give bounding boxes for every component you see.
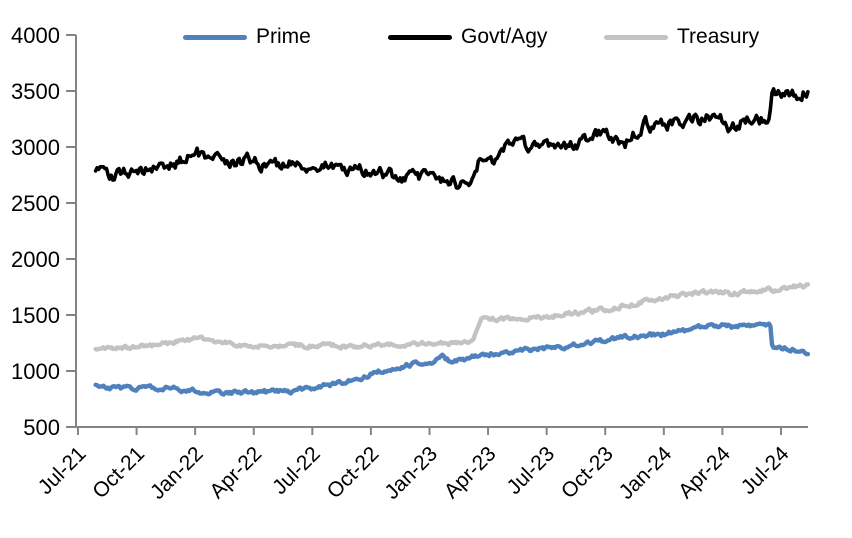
y-tick-label: 500 (23, 415, 60, 440)
x-tick-label: Jul-22 (268, 442, 325, 499)
legend-label-treasury: Treasury (677, 25, 760, 48)
y-tick-label: 3500 (11, 79, 60, 104)
legend-item-govt-agy: Govt/Agy (388, 24, 547, 50)
legend-swatch-treasury (604, 34, 668, 40)
chart-legend: Prime Govt/Agy Treasury (0, 24, 852, 50)
legend-item-treasury: Treasury (604, 24, 759, 50)
legend-label-prime: Prime (256, 25, 311, 48)
y-tick-label: 2000 (11, 247, 60, 272)
legend-label-govt-agy: Govt/Agy (461, 25, 548, 48)
legend-swatch-govt-agy (388, 34, 452, 40)
x-tick-label: Jan-23 (380, 442, 442, 504)
x-tick-label: Oct-22 (323, 442, 384, 503)
x-tick-label: Jan-22 (146, 442, 208, 504)
x-tick-label: Apr-22 (205, 442, 266, 503)
legend-swatch-prime (183, 34, 247, 40)
x-tick-label: Jul-24 (737, 442, 794, 499)
y-tick-label: 1500 (11, 303, 60, 328)
x-tick-label: Apr-23 (440, 442, 501, 503)
x-tick-label: Oct-23 (557, 442, 618, 503)
y-tick-label: 4000 (11, 23, 60, 48)
x-tick-label: Jul-23 (502, 442, 559, 499)
series-line-prime (93, 321, 811, 397)
series-line-treasury (93, 282, 811, 352)
axis-lines (75, 35, 808, 428)
y-tick-label: 3000 (11, 135, 60, 160)
y-tick-label: 1000 (11, 359, 60, 384)
x-tick-label: Jan-24 (615, 442, 677, 504)
x-tick-label: Apr-24 (674, 442, 735, 503)
x-tick-label: Oct-21 (88, 442, 149, 503)
series-line-govt-agy (93, 87, 810, 190)
x-tick-label: Jul-21 (34, 442, 91, 499)
y-tick-label: 2500 (11, 191, 60, 216)
legend-item-prime: Prime (183, 24, 311, 50)
